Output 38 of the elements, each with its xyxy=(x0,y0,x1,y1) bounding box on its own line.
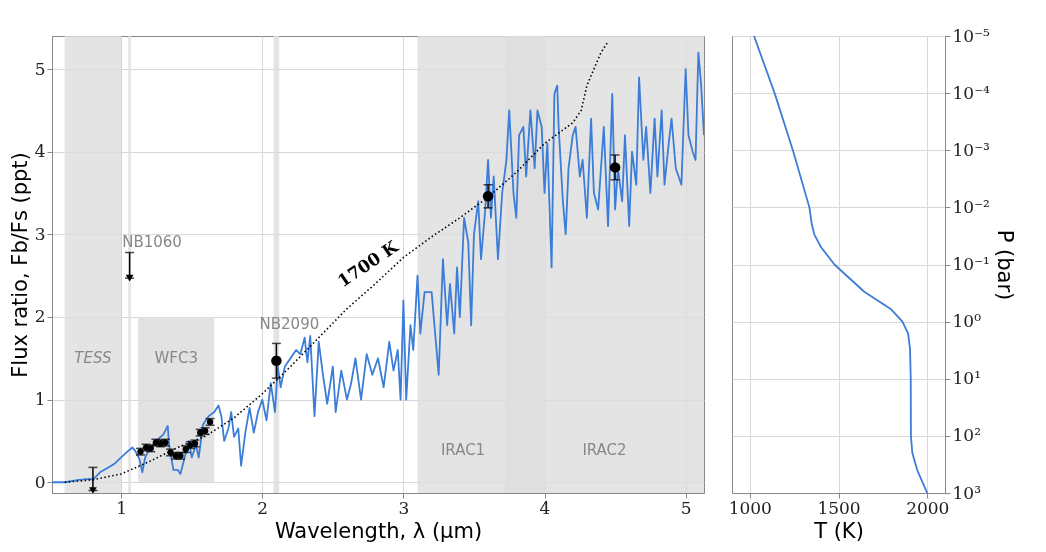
y-tick-label: 10⁻⁵ xyxy=(952,25,991,46)
band-label: NB2090 xyxy=(259,314,320,333)
y-tick-label: 10² xyxy=(952,425,981,446)
x-tick-label: 1 xyxy=(116,497,128,518)
y-axis-title: Flux ratio, Fb/Fs (ppt) xyxy=(7,152,32,378)
band-label: NB1060 xyxy=(122,232,182,251)
y-tick-label: 10⁰ xyxy=(952,311,982,332)
x-axis-title: Wavelength, λ (μm) xyxy=(274,518,483,543)
y-tick-label: 1 xyxy=(34,389,46,410)
y-tick-label: 10⁻² xyxy=(952,196,990,217)
line-series xyxy=(52,51,704,484)
x-tick-label: 2 xyxy=(257,497,269,518)
y-tick-label: 3 xyxy=(34,223,46,244)
y-tick-label: 10⁻³ xyxy=(952,139,990,160)
series-label: WFC3 xyxy=(154,349,198,368)
y-tick-label: 4 xyxy=(34,141,46,162)
x-tick-label: 4 xyxy=(539,497,551,518)
y-tick-label: 0 xyxy=(34,471,46,492)
x-axis-title: T (K) xyxy=(813,518,864,543)
y-tick-label: 10³ xyxy=(952,482,981,503)
point xyxy=(482,191,494,202)
x-tick-label: 5 xyxy=(680,497,692,518)
band-label: IRAC1 xyxy=(440,440,486,459)
y-tick-label: 10¹ xyxy=(952,368,981,389)
x-tick-label: 2000 xyxy=(906,497,950,518)
y-tick-label: 2 xyxy=(34,306,46,327)
band-label: IRAC2 xyxy=(582,440,627,459)
x-tick-label: 1500 xyxy=(817,497,861,518)
y-tick-label: 10⁻¹ xyxy=(952,254,990,274)
point xyxy=(271,355,282,367)
x-tick-label: 1000 xyxy=(728,497,772,518)
y-axis-title: P (bar) xyxy=(992,229,1017,301)
y-tick-label: 5 xyxy=(34,58,46,79)
y-tick-label: 10⁻⁴ xyxy=(952,82,991,103)
point xyxy=(609,162,621,173)
x-tick-label: 3 xyxy=(398,497,410,518)
band-label: TESS xyxy=(74,349,112,368)
line-series xyxy=(753,36,929,493)
